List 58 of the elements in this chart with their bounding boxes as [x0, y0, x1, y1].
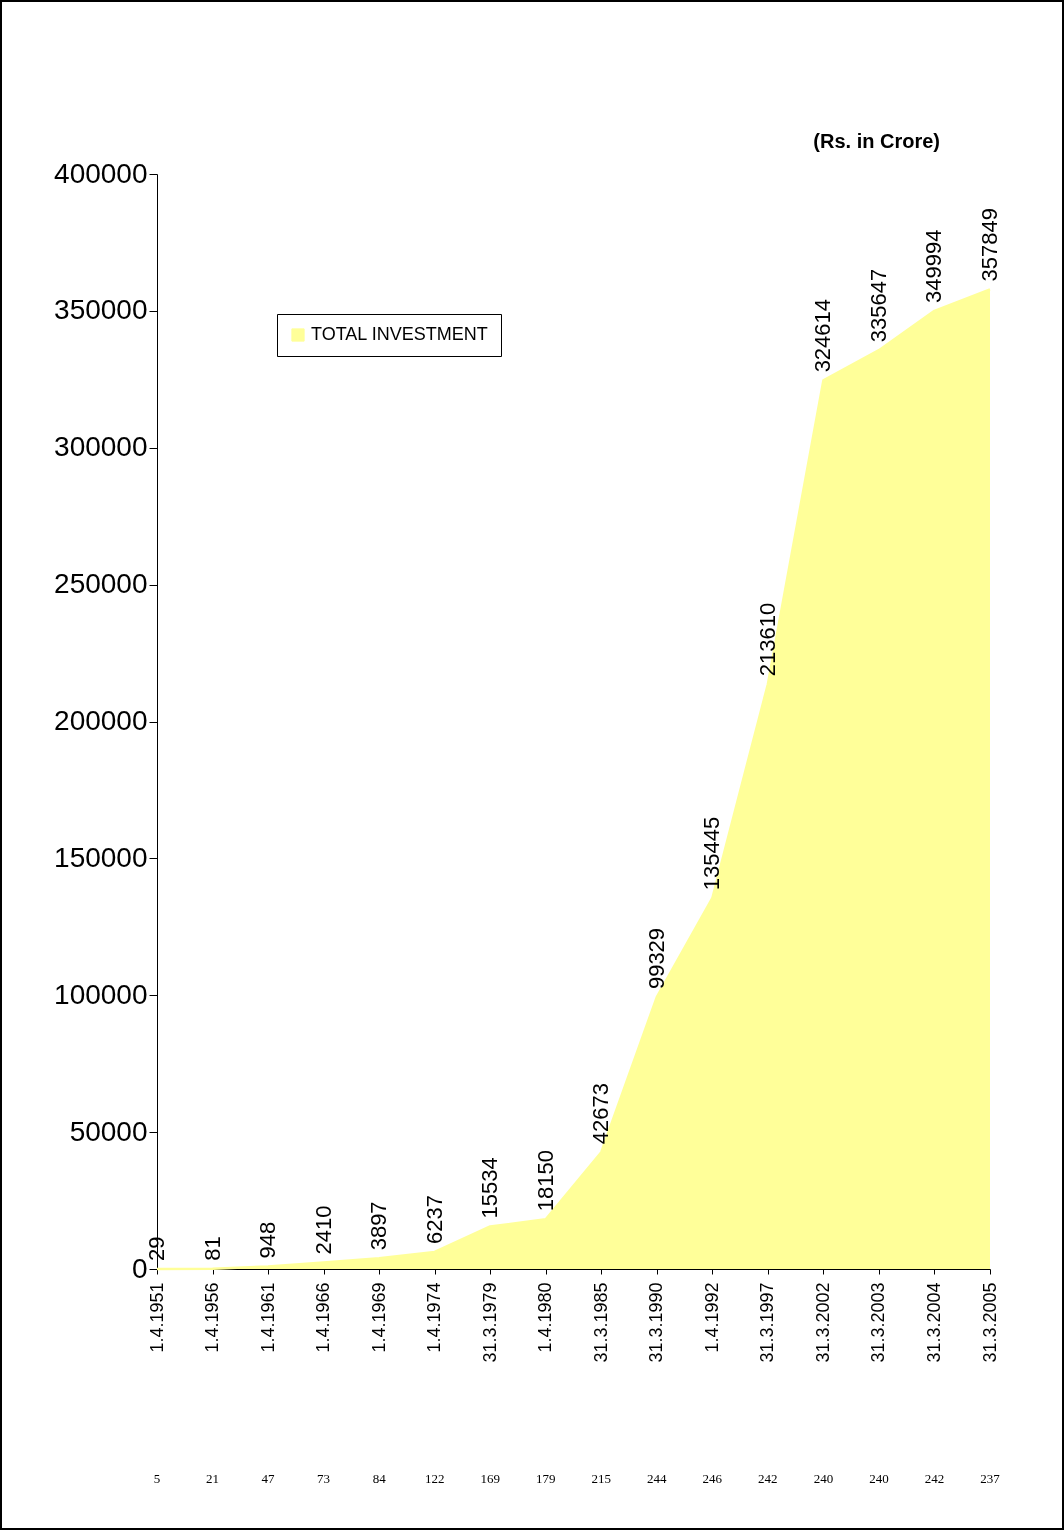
x-tick-label: 1.4.1961	[257, 1282, 278, 1353]
x-tick-label: 1.4.1966	[313, 1282, 334, 1353]
y-tick-label: 350000	[54, 294, 148, 326]
text: 179	[535, 1471, 556, 1486]
text: 47	[261, 1471, 276, 1486]
text: 240	[869, 1471, 889, 1486]
data-label: 213610	[754, 602, 780, 677]
legend-label: TOTAL INVESTMENT	[311, 324, 488, 344]
x-tick-label: 31.3.2002	[812, 1282, 833, 1363]
text: 237	[980, 1471, 1001, 1486]
data-label: 349994	[921, 229, 947, 303]
x-tick-label: 31.3.2003	[868, 1282, 889, 1363]
text: 215	[591, 1471, 612, 1486]
x-tick-label: 31.3.2004	[923, 1282, 944, 1363]
data-label: 3897	[366, 1201, 392, 1251]
x-tick-label: 1.4.1969	[368, 1282, 389, 1353]
x-tick-label: 31.3.2005	[979, 1282, 1000, 1363]
data-label: 948	[255, 1221, 281, 1259]
data-label: 2410	[310, 1205, 336, 1255]
data-label: 99329	[643, 927, 669, 990]
text: 21	[206, 1471, 220, 1486]
data-label: 81	[199, 1236, 225, 1261]
y-tick-label: 200000	[54, 705, 148, 736]
data-label: 6237	[421, 1194, 447, 1244]
x-tick-label: 1.4.1992	[701, 1282, 722, 1353]
y-tick-label: 250000	[54, 568, 148, 600]
y-tick-label: 150000	[54, 841, 148, 873]
x-tick-label: 31.3.1979	[479, 1282, 500, 1363]
x-tick-label: 31.3.1985	[590, 1282, 611, 1363]
text: 169	[480, 1471, 500, 1486]
x-tick-label: 1.4.1951	[146, 1282, 167, 1353]
data-label: 357849	[977, 207, 1002, 282]
data-label: 42673	[588, 1083, 614, 1145]
text: 240	[813, 1471, 834, 1486]
data-label: 135445	[699, 816, 725, 891]
text: 244	[647, 1471, 668, 1486]
data-label: 15534	[477, 1157, 503, 1219]
data-label: 335647	[865, 268, 891, 343]
x-tick-label: 1.4.1956	[202, 1282, 223, 1353]
y-tick-label: 50000	[69, 1115, 148, 1147]
x-tick-label: 1.4.1980	[535, 1282, 556, 1353]
data-label: 18150	[532, 1150, 558, 1212]
x-tick-label: 31.3.1997	[757, 1282, 778, 1363]
y-tick-label: 0	[131, 1252, 148, 1284]
y-tick-label: 100000	[54, 978, 148, 1010]
y-tick-label: 300000	[54, 431, 148, 463]
y-tick-label: 400000	[54, 157, 148, 189]
text: 84	[372, 1471, 387, 1486]
text: 246	[702, 1471, 723, 1486]
text: 242	[758, 1471, 778, 1486]
chart-title: (Rs. in Crore)	[813, 130, 940, 152]
data-label: 324614	[810, 298, 836, 373]
text: 242	[924, 1471, 945, 1486]
text: 5	[153, 1471, 161, 1486]
text: 122	[424, 1471, 445, 1486]
text: 73	[317, 1471, 331, 1486]
x-tick-label: 1.4.1974	[424, 1282, 445, 1353]
x-tick-label: 31.3.1990	[646, 1282, 667, 1363]
